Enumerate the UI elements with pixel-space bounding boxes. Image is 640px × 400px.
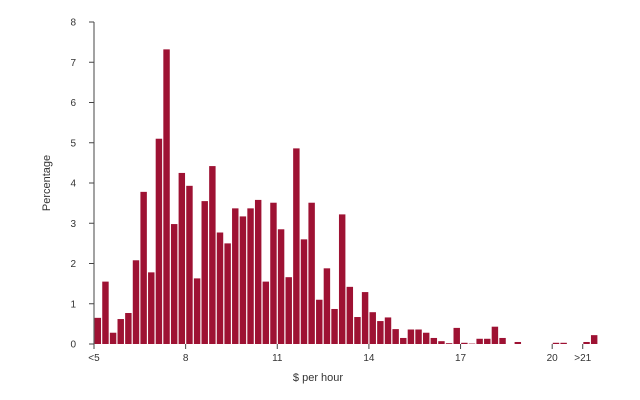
y-ticks-group: 0 1 2 3 4 5 6 7 8 (70, 18, 94, 351)
bar-4 (125, 313, 132, 344)
bar-45 (438, 341, 445, 344)
bar-12 (186, 185, 193, 344)
bar-25 (285, 277, 292, 344)
bar-32 (338, 214, 346, 344)
bar-3 (117, 319, 124, 344)
bar-50 (476, 338, 483, 344)
bar-7 (148, 272, 155, 344)
x-tick-label: 14 (363, 353, 375, 364)
bar-23 (270, 202, 277, 344)
bar-52 (491, 326, 499, 344)
bar-43 (422, 332, 430, 344)
bar-27 (300, 239, 308, 344)
bar-60 (552, 342, 560, 344)
bar-1 (102, 281, 109, 344)
bar-5 (132, 260, 140, 344)
bar-34 (354, 317, 361, 344)
bars-group (94, 49, 598, 345)
bar-31 (331, 308, 338, 344)
x-tick-label: 8 (183, 353, 189, 364)
x-tick-label: >21 (574, 353, 591, 364)
bar-40 (400, 337, 407, 344)
x-tick-label: 17 (455, 353, 467, 364)
bar-11 (178, 172, 186, 344)
y-tick-label: 7 (70, 58, 76, 69)
bar-38 (384, 317, 392, 344)
bar-65 (590, 335, 598, 344)
bar-9 (163, 49, 170, 345)
bar-33 (346, 286, 354, 344)
y-tick-label: 6 (70, 98, 76, 109)
bar-16 (216, 232, 224, 344)
bar-15 (209, 166, 216, 344)
bar-37 (377, 321, 384, 344)
bar-29 (316, 299, 323, 344)
bar-0 (94, 317, 102, 344)
bar-55 (514, 341, 522, 344)
bar-61 (560, 342, 567, 344)
x-axis-label: $ per hour (293, 372, 343, 384)
bar-14 (201, 201, 208, 344)
bar-36 (369, 312, 376, 344)
bar-53 (499, 337, 506, 344)
y-tick-label: 8 (70, 18, 76, 29)
bar-51 (484, 338, 491, 344)
bar-42 (415, 329, 422, 344)
y-tick-label: 5 (70, 138, 76, 149)
x-ticks-group: <5 8 11 14 17 20 >21 (88, 344, 592, 364)
bar-47 (453, 327, 460, 344)
bar-41 (407, 329, 415, 344)
bar-10 (170, 224, 178, 344)
bar-26 (293, 148, 300, 344)
bar-22 (262, 281, 270, 344)
bar-28 (308, 202, 315, 344)
x-tick-label: 20 (547, 353, 559, 364)
bar-20 (247, 208, 254, 344)
bar-48 (461, 342, 468, 344)
y-tick-label: 2 (70, 259, 76, 270)
bar-19 (239, 216, 247, 344)
y-axis-label: Percentage (41, 155, 53, 211)
bar-8 (155, 138, 163, 344)
bar-6 (140, 191, 147, 344)
bar-13 (193, 278, 201, 344)
bar-35 (361, 292, 369, 344)
bar-30 (323, 268, 331, 344)
x-tick-label: 11 (272, 353, 283, 364)
y-tick-label: 0 (70, 340, 76, 351)
bar-17 (224, 243, 231, 345)
y-tick-label: 4 (70, 179, 76, 190)
bar-21 (254, 199, 262, 344)
bar-18 (232, 208, 239, 344)
y-tick-label: 3 (70, 219, 76, 230)
bar-39 (392, 329, 399, 344)
bar-44 (430, 337, 438, 344)
bar-46 (445, 343, 453, 344)
bar-24 (277, 229, 285, 344)
x-tick-label: <5 (88, 353, 100, 364)
y-tick-label: 1 (70, 299, 76, 310)
bar-2 (109, 332, 117, 344)
bar-64 (583, 341, 590, 344)
